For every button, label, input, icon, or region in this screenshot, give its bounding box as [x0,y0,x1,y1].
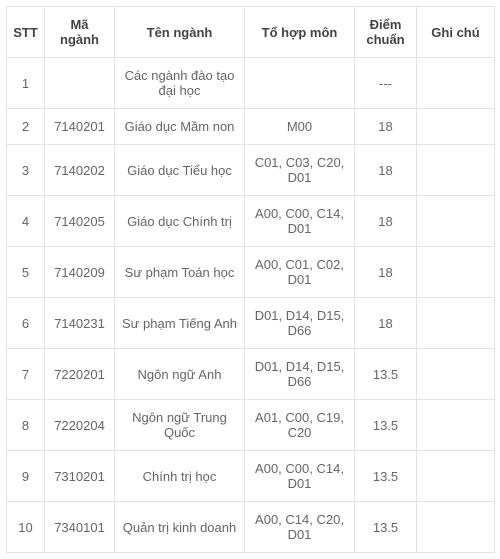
cell-tennganh: Ngôn ngữ Trung Quốc [115,400,245,451]
header-row: STT Mã ngành Tên ngành Tổ hợp môn Điểm c… [7,7,495,58]
cell-tohop: D01, D14, D15, D66 [245,349,355,400]
cell-tennganh: Sư phạm Toán học [115,247,245,298]
cell-diem: 18 [355,247,417,298]
table-body: 1Các ngành đào tạo đại học---27140201Giá… [7,58,495,553]
header-tennganh: Tên ngành [115,7,245,58]
cell-tohop: C01, C03, C20, D01 [245,145,355,196]
cell-diem: --- [355,58,417,109]
table-row: 37140202Giáo dục Tiểu họcC01, C03, C20, … [7,145,495,196]
cell-stt: 5 [7,247,45,298]
cell-diem: 13.5 [355,502,417,553]
cell-diem: 13.5 [355,400,417,451]
cell-tennganh: Sư phạm Tiếng Anh [115,298,245,349]
cell-tohop [245,58,355,109]
cell-tennganh: Giáo dục Chính trị [115,196,245,247]
score-table: STT Mã ngành Tên ngành Tổ hợp môn Điểm c… [6,6,495,553]
table-row: 27140201Giáo dục Mầm nonM0018 [7,109,495,145]
header-ghichu: Ghi chú [417,7,495,58]
cell-manganh: 7140231 [45,298,115,349]
cell-tohop: D01, D14, D15, D66 [245,298,355,349]
cell-manganh: 7310201 [45,451,115,502]
cell-stt: 4 [7,196,45,247]
cell-diem: 13.5 [355,451,417,502]
header-diem: Điểm chuẩn [355,7,417,58]
cell-tennganh: Ngôn ngữ Anh [115,349,245,400]
cell-stt: 10 [7,502,45,553]
cell-ghichu [417,196,495,247]
cell-ghichu [417,400,495,451]
table-row: 57140209Sư phạm Toán họcA00, C01, C02, D… [7,247,495,298]
cell-manganh: 7220201 [45,349,115,400]
table-row: 47140205Giáo dục Chính trịA00, C00, C14,… [7,196,495,247]
cell-stt: 3 [7,145,45,196]
cell-diem: 18 [355,298,417,349]
header-tohop: Tổ hợp môn [245,7,355,58]
cell-stt: 6 [7,298,45,349]
table-row: 67140231Sư phạm Tiếng AnhD01, D14, D15, … [7,298,495,349]
cell-stt: 2 [7,109,45,145]
cell-tennganh: Giáo dục Tiểu học [115,145,245,196]
cell-manganh: 7140209 [45,247,115,298]
cell-diem: 18 [355,196,417,247]
cell-ghichu [417,298,495,349]
cell-ghichu [417,58,495,109]
cell-tohop: A01, C00, C19, C20 [245,400,355,451]
cell-diem: 13.5 [355,349,417,400]
cell-tennganh: Các ngành đào tạo đại học [115,58,245,109]
table-row: 107340101Quản trị kinh doanhA00, C14, C2… [7,502,495,553]
cell-manganh: 7340101 [45,502,115,553]
cell-manganh: 7140202 [45,145,115,196]
cell-tohop: M00 [245,109,355,145]
cell-tohop: A00, C01, C02, D01 [245,247,355,298]
cell-tohop: A00, C00, C14, D01 [245,196,355,247]
cell-manganh [45,58,115,109]
table-row: 87220204Ngôn ngữ Trung QuốcA01, C00, C19… [7,400,495,451]
header-stt: STT [7,7,45,58]
cell-ghichu [417,247,495,298]
cell-stt: 1 [7,58,45,109]
cell-tohop: A00, C14, C20, D01 [245,502,355,553]
cell-ghichu [417,145,495,196]
cell-manganh: 7140205 [45,196,115,247]
cell-ghichu [417,502,495,553]
table-row: 77220201Ngôn ngữ AnhD01, D14, D15, D6613… [7,349,495,400]
table-row: 1 Các ngành đào tạo đại học --- [7,58,495,109]
cell-tohop: A00, C00, C14, D01 [245,451,355,502]
cell-tennganh: Chính trị học [115,451,245,502]
cell-diem: 18 [355,109,417,145]
cell-ghichu [417,349,495,400]
cell-tennganh: Giáo dục Mầm non [115,109,245,145]
table-row: 97310201Chính trị họcA00, C00, C14, D011… [7,451,495,502]
cell-stt: 8 [7,400,45,451]
cell-ghichu [417,109,495,145]
cell-stt: 7 [7,349,45,400]
cell-manganh: 7220204 [45,400,115,451]
header-manganh: Mã ngành [45,7,115,58]
cell-diem: 18 [355,145,417,196]
cell-stt: 9 [7,451,45,502]
cell-ghichu [417,451,495,502]
cell-manganh: 7140201 [45,109,115,145]
cell-tennganh: Quản trị kinh doanh [115,502,245,553]
